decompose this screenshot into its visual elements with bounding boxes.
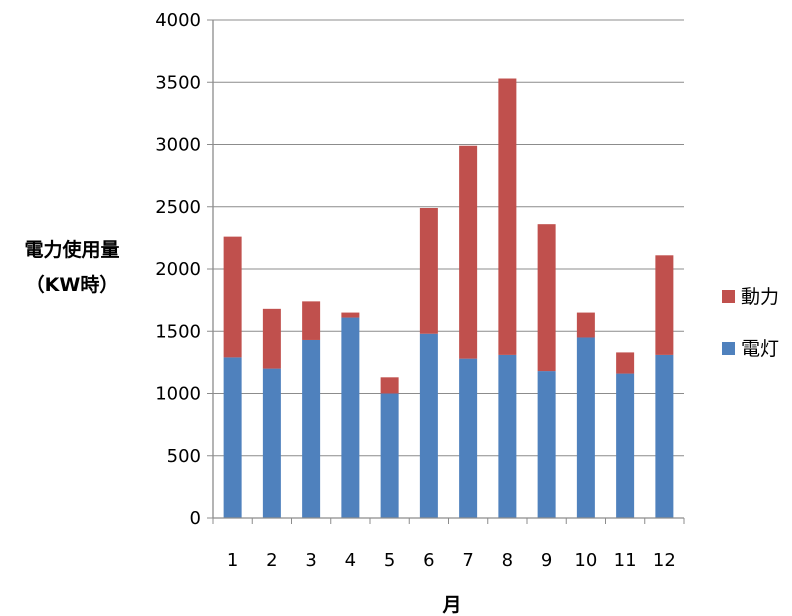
bar-power-12 bbox=[655, 255, 674, 355]
x-tick-label-12: 12 bbox=[653, 550, 676, 571]
legend-label-power: 動力 bbox=[741, 286, 779, 308]
bar-lighting-7 bbox=[459, 358, 478, 518]
bar-lighting-12 bbox=[655, 354, 674, 518]
gridlines bbox=[213, 19, 684, 457]
bar-power-1 bbox=[223, 236, 242, 358]
bar-power-5 bbox=[380, 377, 399, 394]
bar-lighting-2 bbox=[262, 368, 281, 518]
x-tick-label-10: 10 bbox=[574, 550, 597, 571]
y-tick-label-2000: 2000 bbox=[155, 259, 201, 280]
bar-lighting-3 bbox=[302, 339, 321, 518]
legend-label-lighting: 電灯 bbox=[741, 338, 779, 360]
x-tick-label-2: 2 bbox=[266, 550, 277, 571]
bar-lighting-6 bbox=[419, 333, 438, 518]
y-tick-label-3500: 3500 bbox=[155, 72, 201, 93]
x-tick-label-9: 9 bbox=[541, 550, 552, 571]
bar-power-4 bbox=[341, 312, 360, 318]
x-tick-label-6: 6 bbox=[423, 550, 434, 571]
bar-lighting-8 bbox=[498, 354, 517, 518]
y-axis-title-line2: （KW時） bbox=[26, 273, 119, 296]
y-axis-title-line1: 電力使用量 bbox=[24, 238, 119, 261]
bar-power-9 bbox=[537, 224, 556, 372]
bar-power-3 bbox=[302, 301, 321, 340]
bar-lighting-1 bbox=[223, 357, 242, 518]
legend: 動力 電灯 bbox=[722, 286, 779, 360]
y-tick-label-500: 500 bbox=[167, 446, 201, 467]
y-tick-label-1000: 1000 bbox=[155, 384, 201, 405]
x-tick-label-5: 5 bbox=[384, 550, 395, 571]
bar-power-2 bbox=[262, 308, 281, 369]
bar-lighting-11 bbox=[616, 373, 635, 518]
x-tick-label-8: 8 bbox=[502, 550, 513, 571]
x-tick-label-11: 11 bbox=[614, 550, 637, 571]
x-tick-label-7: 7 bbox=[462, 550, 473, 571]
x-tick-label-4: 4 bbox=[345, 550, 356, 571]
bar-lighting-4 bbox=[341, 317, 360, 518]
x-tick-label-3: 3 bbox=[305, 550, 316, 571]
legend-swatch-lighting bbox=[722, 342, 735, 355]
y-tick-label-4000: 4000 bbox=[155, 10, 201, 31]
bar-power-10 bbox=[576, 312, 595, 338]
y-tick-label-3000: 3000 bbox=[155, 135, 201, 156]
bar-lighting-10 bbox=[576, 337, 595, 518]
bar-lighting-5 bbox=[380, 393, 399, 518]
x-tick-label-1: 1 bbox=[227, 550, 238, 571]
bar-power-8 bbox=[498, 78, 517, 355]
bar-power-6 bbox=[419, 207, 438, 334]
bar-power-7 bbox=[459, 145, 478, 359]
bar-lighting-9 bbox=[537, 371, 556, 518]
y-tick-label-2500: 2500 bbox=[155, 197, 201, 218]
bars bbox=[223, 78, 674, 518]
x-axis-title: 月 bbox=[441, 594, 461, 616]
y-tick-label-0: 0 bbox=[190, 508, 201, 529]
y-tick-label-1500: 1500 bbox=[155, 321, 201, 342]
legend-swatch-power bbox=[722, 290, 735, 303]
bar-power-11 bbox=[616, 352, 635, 374]
